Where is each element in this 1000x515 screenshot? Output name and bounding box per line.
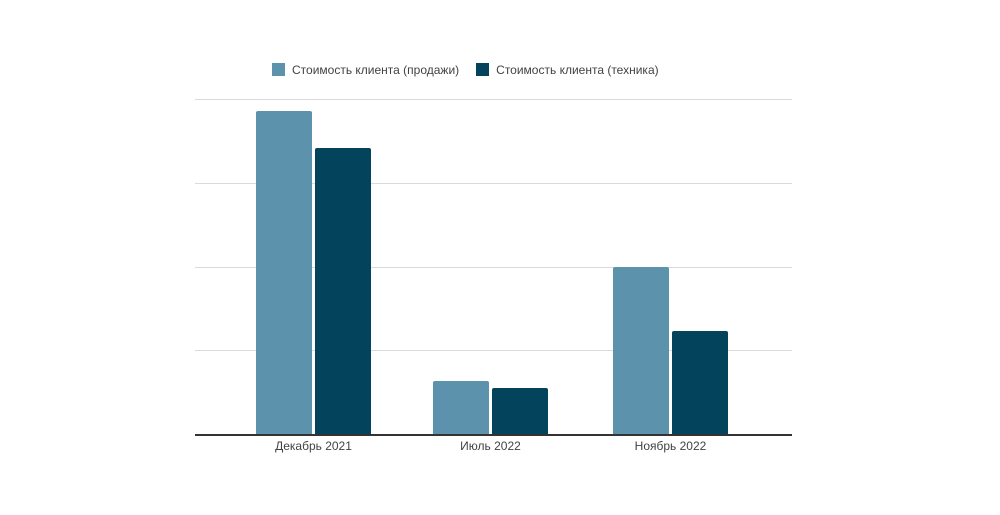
plot-area [195,99,792,436]
bar-tech-0[interactable] [315,147,371,434]
legend-item-tech[interactable]: Стоимость клиента (техника) [476,62,659,77]
gridline [195,99,792,100]
gridline [195,182,792,184]
bar-tech-1[interactable] [492,387,548,434]
bar-tech-2[interactable] [672,331,728,434]
bar-sales-2[interactable] [613,266,669,434]
gridline [195,350,792,352]
bar-sales-0[interactable] [256,110,312,434]
x-axis-label: Июль 2022 [460,439,521,453]
legend-label-sales: Стоимость клиента (продажи) [292,62,460,77]
x-axis-label: Ноябрь 2022 [634,439,707,453]
legend-swatch-sales-icon [272,63,285,76]
gridline [195,266,792,268]
legend-label-tech: Стоимость клиента (техника) [496,62,659,77]
x-axis-label: Декабрь 2021 [275,439,352,453]
chart-legend: Стоимость клиента (продажи) Стоимость кл… [272,62,659,77]
legend-item-sales[interactable]: Стоимость клиента (продажи) [272,63,459,77]
legend-swatch-tech-icon [476,63,490,76]
bar-sales-1[interactable] [433,381,489,434]
